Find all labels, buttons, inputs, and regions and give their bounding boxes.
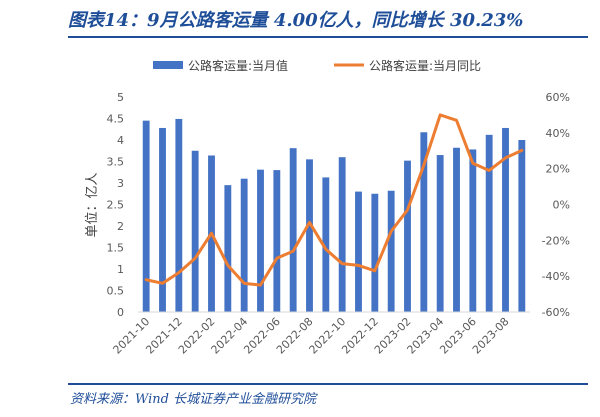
bar-2021-10 <box>142 120 150 313</box>
bar-2022-11 <box>355 191 362 312</box>
y-tick-label: 1.5 <box>107 242 125 255</box>
bar-2023-06 <box>469 149 477 312</box>
x-axis: 2021-102021-122022-022022-042022-062022-… <box>111 315 512 357</box>
bar-2022-07 <box>289 148 297 312</box>
y2-tick-label: 20% <box>546 163 570 176</box>
y2-tick-label: 60% <box>546 91 570 104</box>
bar-series <box>142 118 526 313</box>
y-tick-label: 0 <box>117 306 124 319</box>
bar-2022-08 <box>306 159 313 312</box>
bar-2022-05 <box>257 169 264 312</box>
bar-2022-06 <box>273 170 281 312</box>
y2-tick-label: -20% <box>542 234 570 247</box>
y2-tick-label: -40% <box>542 270 570 283</box>
bar-2023-04 <box>436 155 444 312</box>
bar-2023-09 <box>518 140 526 312</box>
x-tick-label: 2023-08 <box>470 315 512 357</box>
bar-2021-12 <box>175 118 183 313</box>
y-axis-left: 0 0.5 1 1.5 2 2.5 3 3.5 4 4.5 5 <box>107 91 125 319</box>
y-tick-label: 2 <box>117 220 124 233</box>
bar-2022-03 <box>224 185 232 312</box>
footer-rule <box>68 383 588 385</box>
legend-bar-swatch <box>153 61 183 69</box>
y-axis-right: -60% -40% -20% 0% 20% 40% 60% <box>542 91 570 319</box>
bar-2022-10 <box>338 157 346 312</box>
y-tick-label: 2.5 <box>107 199 125 212</box>
bar-2022-04 <box>240 178 248 312</box>
title-rule <box>68 36 588 38</box>
bar-2023-05 <box>453 147 460 312</box>
bar-2023-07 <box>485 134 493 312</box>
y-tick-label: 1 <box>117 263 124 276</box>
bar-2022-01 <box>191 150 199 312</box>
figure-title: 图表14：9月公路客运量 4.00亿人，同比增长 30.23% <box>68 10 524 31</box>
y-tick-label: 4 <box>117 134 124 147</box>
bar-2022-09 <box>322 177 330 312</box>
y2-tick-label: 0% <box>553 199 570 212</box>
legend: 公路客运量:当月值 公路客运量:当月同比 <box>153 58 481 73</box>
y-tick-label: 4.5 <box>107 113 125 126</box>
source-note: 资料来源：Wind 长城证券产业金融研究院 <box>70 392 317 407</box>
y2-tick-label: 40% <box>546 127 570 140</box>
bar-2023-03 <box>420 132 428 312</box>
bar-2021-11 <box>159 127 166 313</box>
bar-2023-01 <box>387 190 395 312</box>
y-tick-label: 3 <box>117 177 124 190</box>
bar-2023-02 <box>404 160 411 312</box>
yoy-line <box>144 113 524 287</box>
y2-tick-label: -60% <box>542 306 570 319</box>
y-tick-label: 0.5 <box>107 285 125 298</box>
y-axis-title: 单位：亿人 <box>85 172 100 237</box>
legend-bar-label: 公路客运量:当月值 <box>188 58 288 73</box>
bar-2023-08 <box>502 127 509 313</box>
bar-2022-12 <box>371 193 379 312</box>
y-tick-label: 5 <box>117 91 124 104</box>
legend-line-label: 公路客运量:当月同比 <box>369 58 481 73</box>
y-tick-label: 3.5 <box>107 156 125 169</box>
